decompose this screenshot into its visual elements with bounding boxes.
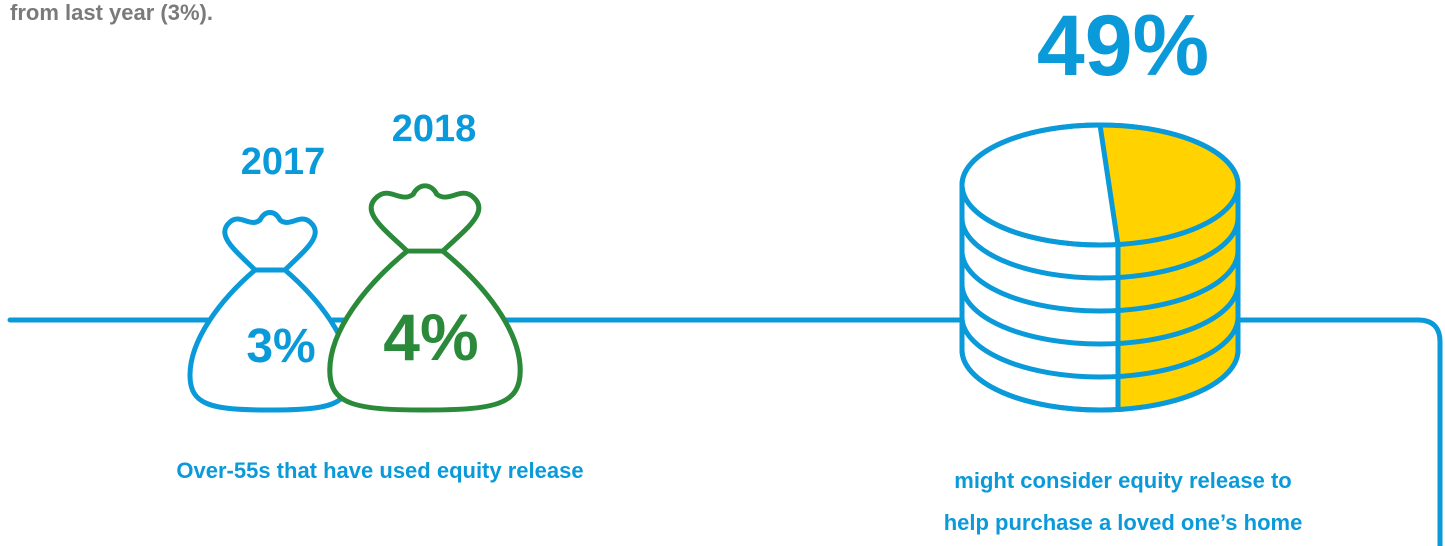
intro-text: from last year (3%). xyxy=(10,0,213,25)
coins-caption: might consider equity release to xyxy=(954,468,1291,493)
bags-caption: Over-55s that have used equity release xyxy=(176,458,583,483)
bag-value: 4% xyxy=(383,300,478,374)
bag-value: 3% xyxy=(246,320,315,373)
money-bag-2018 xyxy=(330,186,520,410)
year-label: 2018 xyxy=(392,108,477,150)
timeline xyxy=(7,317,1443,546)
coins-caption: help purchase a loved one’s home xyxy=(944,510,1303,535)
year-label: 2017 xyxy=(241,141,326,183)
coins-value: 49% xyxy=(1037,0,1209,94)
money-bag-2017 xyxy=(190,213,350,411)
coin-stack xyxy=(959,122,1241,413)
